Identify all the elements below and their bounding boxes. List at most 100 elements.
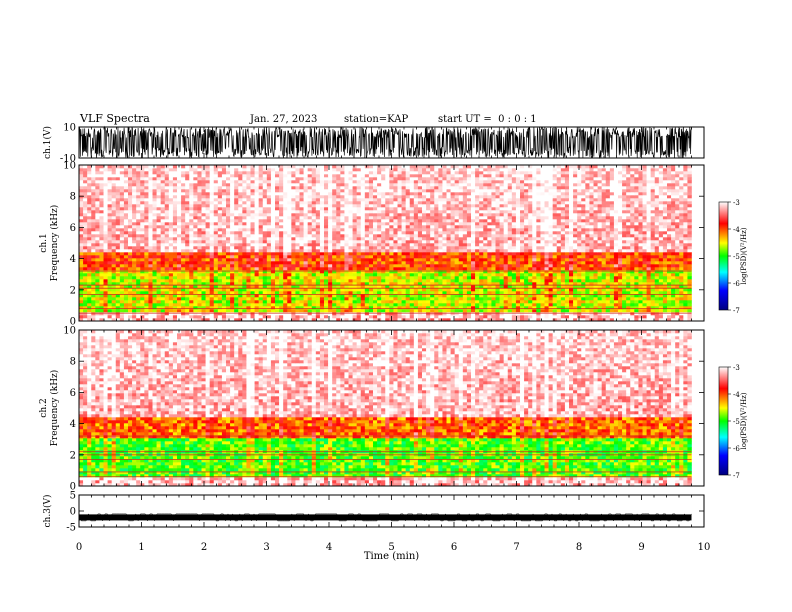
ch1-spectrogram-cell — [524, 243, 529, 247]
ch1-spectrogram-cell — [385, 246, 390, 250]
ch1-spectrogram-cell — [136, 246, 141, 250]
ch1-spectrogram-cell — [495, 231, 500, 235]
ch1-spectrogram-cell — [495, 309, 500, 313]
ch1-spectrogram-cell — [99, 222, 104, 226]
ch1-spectrogram-cell — [618, 243, 623, 247]
ch1-spectrogram-cell — [401, 267, 406, 271]
ch1-spectrogram-cell — [593, 252, 598, 256]
ch1-spectrogram-cell — [348, 243, 353, 247]
ch1-spectrogram-cell — [638, 255, 643, 259]
ch1-spectrogram-cell — [189, 255, 194, 259]
ch1-spectrogram-cell — [528, 285, 533, 289]
ch1-spectrogram-cell — [270, 222, 276, 226]
ch1-spectrogram-cell — [536, 273, 541, 277]
ch1-spectrogram-cell — [246, 282, 251, 286]
ch1-spectrogram-cell — [226, 291, 231, 295]
ch1-spectrogram-cell — [389, 297, 394, 301]
ch1-spectrogram-cell — [213, 291, 219, 295]
ch1-spectrogram-cell — [413, 285, 419, 289]
ch1-spectrogram-cell — [593, 243, 598, 247]
ch1-spectrogram-cell — [609, 300, 615, 304]
ch1-spectrogram-cell — [466, 273, 472, 277]
ch1-spectrogram-cell — [360, 243, 366, 247]
ch1-spectrogram-cell — [132, 252, 137, 256]
ch1-spectrogram-cell — [646, 264, 651, 268]
ch1-spectrogram-cell — [679, 270, 684, 274]
ch1-spectrogram-cell — [311, 228, 317, 232]
ch1-spectrogram-cell — [662, 282, 668, 286]
ch1-spectrogram-cell — [540, 279, 545, 283]
ch1-spectrogram-cell — [654, 240, 660, 244]
ch1-spectrogram-cell — [491, 240, 496, 244]
ch1-spectrogram-cell — [405, 231, 411, 235]
ch1-spectrogram-cell — [144, 276, 149, 280]
ch1-spectrogram-cell — [446, 237, 451, 241]
ch1-spectrogram-cell — [221, 225, 227, 229]
ch1-spectrogram-cell — [471, 249, 476, 253]
ch1-spectrogram-cell — [462, 273, 468, 277]
ch1-spectrogram-cell — [609, 267, 615, 271]
ch1-spectrogram-cell — [230, 297, 235, 301]
ch1-spectrogram-cell — [613, 225, 619, 229]
ch1-spectrogram-cell — [573, 288, 578, 292]
ch1-spectrogram-cell — [662, 276, 668, 280]
ch1-spectrogram-cell — [115, 249, 121, 253]
ch1-spectrogram-cell — [556, 234, 562, 238]
ch1-spectrogram-cell — [405, 297, 411, 301]
ch1-spectrogram-cell — [601, 306, 607, 310]
ch1-spectrogram-cell — [221, 240, 227, 244]
ch1-spectrogram-cell — [79, 246, 84, 250]
ch1-spectrogram-cell — [667, 309, 672, 313]
ch1-spectrogram-cell — [573, 282, 578, 286]
ch1-spectrogram-cell — [295, 318, 300, 322]
ch1-spectrogram-cell — [532, 231, 537, 235]
ch1-spectrogram-cell — [397, 306, 402, 310]
ch1-spectrogram-cell — [585, 300, 590, 304]
ch1-spectrogram-cell — [609, 315, 615, 319]
ch1-spectrogram-cell — [128, 315, 133, 319]
ch1-spectrogram-cell — [234, 291, 239, 295]
ch1-spectrogram-cell — [336, 258, 341, 262]
ch1-spectrogram-cell — [156, 315, 161, 319]
ch1-spectrogram-cell — [507, 261, 513, 265]
ch1-spectrogram-cell — [532, 252, 537, 256]
ch1-spectrogram-cell — [667, 249, 672, 253]
ch1-spectrogram-cell — [107, 249, 112, 253]
ch1-spectrogram-cell — [405, 237, 411, 241]
ch1-spectrogram-cell — [226, 222, 231, 226]
ch1-spectrogram-cell — [189, 279, 194, 283]
ch1-spectrogram-cell — [123, 240, 129, 244]
ch1-spectrogram-cell — [520, 234, 525, 238]
ch1-spectrogram-cell — [638, 288, 643, 292]
ch1-spectrogram-cell — [144, 249, 149, 253]
ch1-spectrogram-cell — [667, 285, 672, 289]
ch1-spectrogram-cell — [79, 261, 84, 265]
ch1-spectrogram-cell — [234, 228, 239, 232]
ch1-spectrogram-cell — [377, 228, 382, 232]
ch1-spectrogram-cell — [295, 255, 300, 259]
ch1-spectrogram-cell — [279, 276, 284, 280]
ch1-spectrogram-cell — [401, 243, 406, 247]
ch1-spectrogram-cell — [638, 234, 643, 238]
ch1-spectrogram-cell — [348, 264, 353, 268]
ch1-spectrogram-cell — [172, 300, 178, 304]
ch1-spectrogram-cell — [344, 264, 349, 268]
ch1-spectrogram-cell — [181, 270, 186, 274]
ch1-spectrogram-cell — [377, 306, 382, 310]
ch1-spectrogram-cell — [454, 306, 460, 310]
ch1-spectrogram-cell — [471, 267, 476, 271]
ch1-spectrogram-cell — [111, 234, 117, 238]
ch1-spectrogram-cell — [438, 228, 443, 232]
ch1-spectrogram-cell — [597, 240, 602, 244]
ch1-spectrogram-cell — [560, 255, 566, 259]
ch1-spectrogram-cell — [270, 264, 276, 268]
ch1-spectrogram-cells — [79, 165, 704, 322]
ch1-spectrogram-cell — [262, 270, 268, 274]
ch1-spectrogram-cell — [344, 231, 349, 235]
ch1-spectrogram-cell — [283, 318, 288, 322]
ch1-spectrogram-cell — [475, 309, 480, 313]
ch1-spectrogram-cell — [148, 273, 153, 277]
ch1-spectrogram-cell — [483, 264, 488, 268]
ch1-spectrogram-cell — [172, 270, 178, 274]
ch1-spectrogram-cell — [650, 288, 656, 292]
